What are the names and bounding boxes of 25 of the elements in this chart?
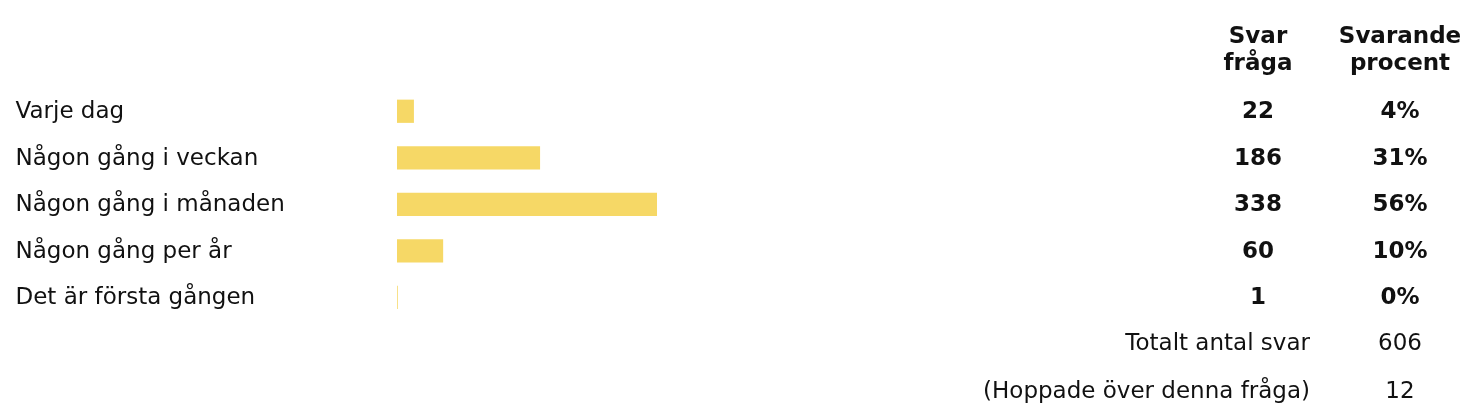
text: 4% xyxy=(1380,97,1420,124)
data-label: 338 xyxy=(1233,190,1283,217)
text: Svar fråga xyxy=(1223,22,1293,75)
text: 10% xyxy=(1372,236,1428,263)
data-label: 60 xyxy=(1241,236,1275,263)
text: 56% xyxy=(1372,190,1428,217)
text: 0% xyxy=(1380,283,1420,310)
bar xyxy=(397,192,657,216)
data-label: 22 xyxy=(1241,97,1275,124)
text: 31% xyxy=(1372,143,1428,170)
text: Svarande procent xyxy=(1338,22,1462,75)
data-label: 1 xyxy=(1249,283,1267,310)
y-tick-label: Det är första gången xyxy=(15,282,256,310)
y-tick-label: Någon gång i veckan xyxy=(15,142,259,170)
bar xyxy=(397,146,541,170)
y-tick-label: Någon gång i månaden xyxy=(15,189,285,217)
text: 606 xyxy=(1378,328,1422,355)
y-tick-label: Någon gång per år xyxy=(15,235,233,263)
text: 12 xyxy=(1385,376,1415,403)
y-tick-label: Varje dag xyxy=(15,97,125,124)
bar xyxy=(397,99,414,123)
bar xyxy=(397,239,444,263)
text: Totalt antal svar xyxy=(1124,328,1311,355)
text: (Hoppade över denna fråga) xyxy=(983,375,1310,403)
data-label: 186 xyxy=(1233,143,1283,170)
